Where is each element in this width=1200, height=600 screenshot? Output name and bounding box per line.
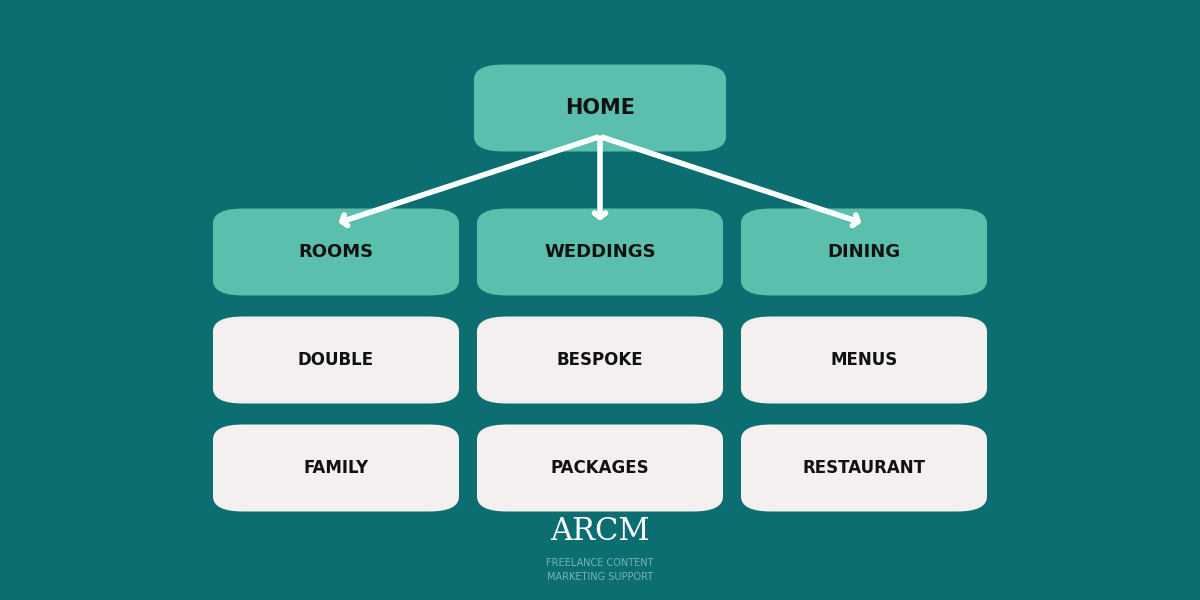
Text: DINING: DINING xyxy=(828,243,900,261)
FancyBboxPatch shape xyxy=(476,317,722,403)
FancyBboxPatch shape xyxy=(740,425,986,511)
Text: FREELANCE CONTENT
MARKETING SUPPORT: FREELANCE CONTENT MARKETING SUPPORT xyxy=(546,557,654,583)
FancyBboxPatch shape xyxy=(476,425,722,511)
FancyBboxPatch shape xyxy=(740,317,986,403)
FancyBboxPatch shape xyxy=(214,425,460,511)
Text: HOME: HOME xyxy=(565,98,635,118)
FancyBboxPatch shape xyxy=(214,208,460,296)
FancyBboxPatch shape xyxy=(740,208,986,296)
FancyBboxPatch shape xyxy=(214,317,460,403)
FancyBboxPatch shape xyxy=(474,64,726,152)
Text: WEDDINGS: WEDDINGS xyxy=(544,243,656,261)
Text: BESPOKE: BESPOKE xyxy=(557,351,643,369)
Text: MENUS: MENUS xyxy=(830,351,898,369)
Text: FAMILY: FAMILY xyxy=(304,459,368,477)
Text: PACKAGES: PACKAGES xyxy=(551,459,649,477)
FancyBboxPatch shape xyxy=(476,208,722,296)
Text: RESTAURANT: RESTAURANT xyxy=(803,459,925,477)
Text: ARCM: ARCM xyxy=(551,515,649,547)
Text: ROOMS: ROOMS xyxy=(299,243,373,261)
Text: DOUBLE: DOUBLE xyxy=(298,351,374,369)
